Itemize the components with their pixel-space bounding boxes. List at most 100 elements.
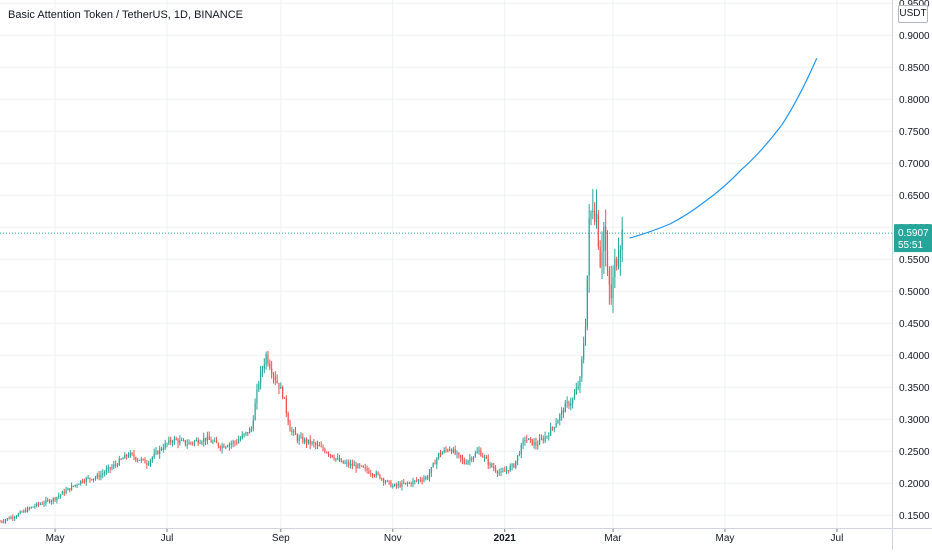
candle-body: [256, 389, 258, 404]
candle-body: [461, 458, 464, 460]
candle-body: [98, 474, 100, 478]
candle-body: [370, 473, 372, 475]
candle-body: [438, 452, 440, 459]
candle-body: [3, 521, 5, 523]
candle-body: [124, 454, 126, 459]
candle-body: [274, 376, 276, 381]
candle-body: [45, 499, 47, 504]
candle-body: [456, 452, 458, 454]
candle-body: [344, 462, 346, 464]
candle-body: [300, 436, 302, 438]
candle-body: [417, 479, 420, 481]
candle-body: [491, 463, 493, 467]
candle-body: [410, 482, 412, 485]
candle-body: [507, 470, 510, 472]
candle-body: [460, 454, 462, 459]
candle-body: [432, 463, 434, 468]
candle-body: [263, 364, 265, 369]
candle-body: [581, 359, 583, 378]
candle-body: [509, 466, 511, 471]
candle-body: [241, 435, 243, 439]
candle-body: [359, 464, 361, 466]
candle-body: [309, 439, 311, 444]
candle-body: [307, 439, 309, 444]
candle-body: [188, 442, 190, 445]
candle-body: [472, 456, 475, 460]
candle-body: [129, 453, 131, 456]
candle-body: [115, 464, 117, 466]
price-label-countdown: 55:51: [898, 240, 923, 251]
candle-body: [357, 464, 359, 469]
symbol-title[interactable]: Basic Attention Token / TetherUS, 1D, BI…: [6, 9, 245, 21]
candle-body: [419, 479, 421, 481]
candle-body: [74, 484, 76, 487]
candle-body: [467, 460, 469, 464]
candle-body: [599, 247, 601, 267]
candle-body: [166, 443, 168, 445]
candle-body: [392, 486, 394, 488]
y-tick-label: 0.7000: [899, 159, 930, 170]
candle-body: [397, 484, 399, 486]
candle-body: [258, 382, 260, 390]
candle-body: [575, 388, 577, 394]
candle-body: [463, 459, 465, 464]
candle-body: [439, 452, 442, 455]
candle-body: [384, 481, 387, 483]
candle-body: [496, 471, 498, 474]
candle-body: [489, 463, 491, 465]
candle-body: [260, 371, 262, 383]
candle-body: [551, 427, 554, 429]
candle-body: [482, 456, 484, 458]
candle-body: [26, 508, 29, 512]
candle-body: [399, 484, 401, 487]
candle-body: [577, 386, 579, 389]
candle-body: [579, 377, 581, 387]
candle-body: [518, 454, 521, 456]
candle-body: [603, 226, 605, 252]
candle-body: [182, 439, 185, 441]
candle-body: [320, 446, 322, 448]
candle-body: [621, 228, 623, 250]
candle-body: [206, 436, 208, 441]
candle-body: [14, 517, 16, 519]
candle-body: [10, 517, 12, 519]
candle-body: [423, 478, 425, 481]
candle-body: [504, 470, 506, 472]
candle-body: [502, 470, 504, 472]
candle-body: [32, 506, 34, 508]
x-tick-label: May: [716, 533, 735, 544]
candle-body: [131, 453, 133, 455]
candle-body: [245, 432, 247, 434]
candle-body: [498, 472, 500, 474]
candle-body: [122, 458, 124, 460]
candle-body: [137, 459, 139, 461]
candle-body: [58, 495, 60, 498]
candle-body: [171, 441, 174, 443]
candle-body: [421, 480, 423, 482]
candle-body: [304, 439, 306, 443]
candle-body: [271, 368, 273, 374]
candle-body: [465, 463, 467, 465]
y-tick-label: 0.3000: [899, 415, 930, 426]
candle-body: [61, 491, 64, 495]
candle-body: [247, 432, 249, 434]
candle-body: [447, 449, 449, 451]
candle-body: [478, 450, 480, 452]
candle-body: [531, 439, 533, 445]
candle-body: [550, 427, 552, 436]
candle-body: [555, 423, 557, 428]
candle-body: [19, 511, 21, 514]
price-label-box: [894, 224, 932, 253]
candle-body: [76, 484, 78, 486]
candle-body: [612, 276, 614, 299]
candle-body: [157, 451, 159, 454]
candle-body: [177, 439, 179, 444]
candle-body: [144, 458, 146, 464]
candle-body: [548, 435, 550, 437]
candle-body: [261, 368, 264, 372]
currency-badge[interactable]: USDT: [898, 5, 928, 23]
candle-body: [138, 459, 141, 461]
